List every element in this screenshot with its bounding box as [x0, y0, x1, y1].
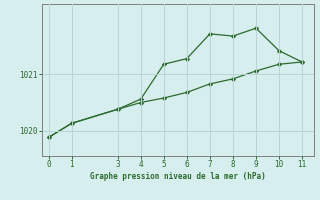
- X-axis label: Graphe pression niveau de la mer (hPa): Graphe pression niveau de la mer (hPa): [90, 172, 266, 181]
